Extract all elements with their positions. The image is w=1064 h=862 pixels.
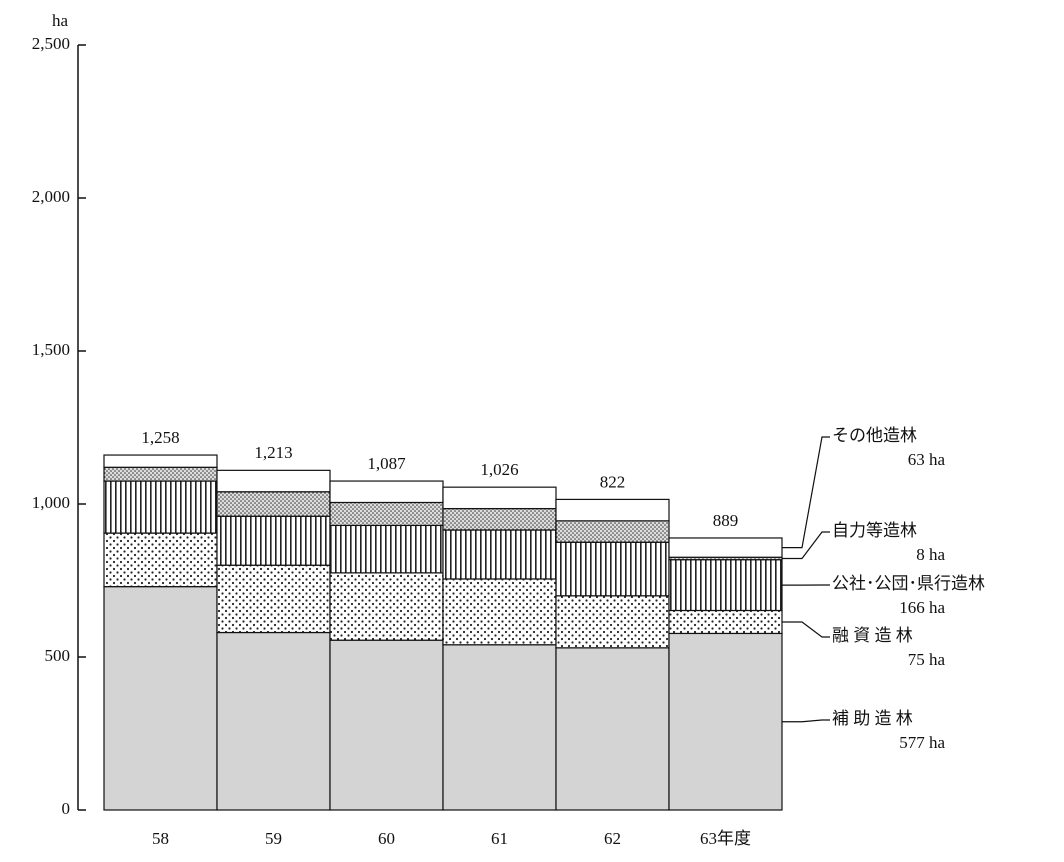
y-axis-label: ha <box>52 11 69 30</box>
bar-segment <box>329 501 444 527</box>
x-tick-label: 63年度 <box>700 829 751 848</box>
y-tick-label: 500 <box>45 646 71 665</box>
x-tick-label: 61 <box>491 829 508 848</box>
bar-segment <box>103 480 218 534</box>
bar-segment <box>442 529 557 580</box>
bar-segment <box>216 469 331 493</box>
series-note: 75 ha <box>908 650 946 669</box>
total-label: 1,213 <box>254 443 292 462</box>
bar-segment <box>103 454 218 468</box>
bar-segment <box>216 515 331 566</box>
leader-line <box>782 719 830 723</box>
total-label: 1,258 <box>141 428 179 447</box>
series-note: 63 ha <box>908 450 946 469</box>
total-label: 1,087 <box>367 454 406 473</box>
bar-segment <box>442 486 557 510</box>
leader-line <box>782 531 830 560</box>
series-note: 577 ha <box>899 733 945 752</box>
bar-segment <box>329 524 444 574</box>
series-note: 8 ha <box>916 545 945 564</box>
bar-segment <box>329 572 444 641</box>
bar-segment <box>442 578 557 646</box>
total-label: 822 <box>600 472 626 491</box>
bar-segment <box>555 647 670 811</box>
series-note: 166 ha <box>899 598 945 617</box>
total-label: 1,026 <box>480 460 518 479</box>
y-tick-label: 2,000 <box>32 187 70 206</box>
bar-segment <box>329 639 444 811</box>
total-label: 889 <box>713 511 739 530</box>
x-tick-label: 62 <box>604 829 621 848</box>
series-name: 融 資 造 林 <box>832 626 913 645</box>
series-name: その他造林 <box>832 426 917 445</box>
y-tick-label: 2,500 <box>32 34 70 53</box>
bar-segment <box>216 631 331 811</box>
bar-segment <box>555 541 670 597</box>
bar-segment <box>555 498 670 522</box>
bar-segment <box>103 586 218 811</box>
bar-segment <box>103 466 218 482</box>
bar-segment <box>555 595 670 649</box>
series-name: 自力等造林 <box>832 521 917 540</box>
bar-segment <box>103 532 218 588</box>
leader-line <box>782 621 830 638</box>
series-name: 補 助 造 林 <box>832 709 913 728</box>
bar-segment <box>668 609 783 635</box>
leader-line <box>782 436 830 549</box>
bar-segment <box>668 537 783 558</box>
y-tick-label: 0 <box>62 799 71 818</box>
bar-segment <box>442 507 557 531</box>
bar-segment <box>555 520 670 543</box>
x-tick-label: 58 <box>152 829 169 848</box>
bar-segment <box>442 644 557 811</box>
y-tick-label: 1,000 <box>32 493 70 512</box>
series-name: 公社･公団･県行造林 <box>832 574 985 593</box>
bar-segment <box>216 491 331 517</box>
bar-segment <box>329 480 444 504</box>
bar-segment <box>668 559 783 612</box>
x-tick-label: 60 <box>378 829 395 848</box>
y-tick-label: 1,500 <box>32 340 70 359</box>
x-tick-label: 59 <box>265 829 282 848</box>
bar-segment <box>668 632 783 811</box>
bar-segment <box>216 564 331 634</box>
